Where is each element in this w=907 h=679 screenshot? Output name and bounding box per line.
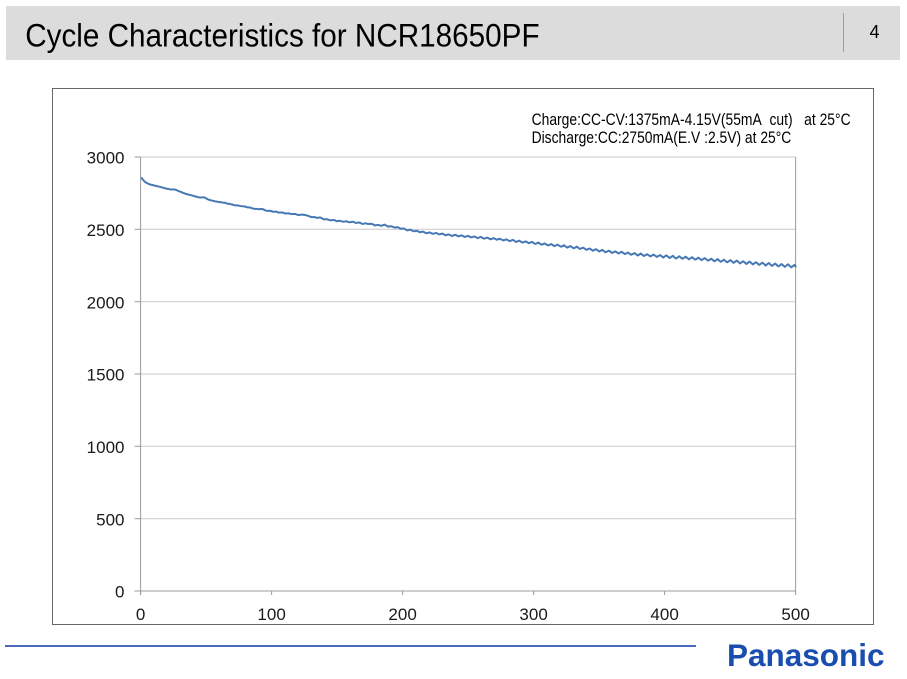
svg-text:0: 0 bbox=[136, 605, 145, 624]
svg-text:200: 200 bbox=[388, 605, 416, 624]
svg-text:Discharge:CC:2750mA(E.V :2.5V): Discharge:CC:2750mA(E.V :2.5V) at 25°C bbox=[532, 129, 792, 147]
svg-text:Cycle Characteristics for NCR1: Cycle Characteristics for NCR18650PF bbox=[25, 17, 539, 53]
svg-text:1000: 1000 bbox=[87, 438, 125, 457]
svg-text:500: 500 bbox=[781, 605, 809, 624]
svg-text:0: 0 bbox=[115, 583, 124, 602]
svg-text:1500: 1500 bbox=[87, 366, 125, 385]
svg-text:400: 400 bbox=[650, 605, 678, 624]
svg-text:3000: 3000 bbox=[87, 149, 125, 168]
svg-text:2000: 2000 bbox=[87, 293, 125, 312]
svg-text:300: 300 bbox=[519, 605, 547, 624]
svg-text:2500: 2500 bbox=[87, 221, 125, 240]
svg-text:100: 100 bbox=[257, 605, 285, 624]
svg-text:Charge:CC-CV:1375mA-4.15V(55mA: Charge:CC-CV:1375mA-4.15V(55mA cut) at 2… bbox=[532, 111, 851, 129]
svg-text:500: 500 bbox=[96, 510, 124, 529]
